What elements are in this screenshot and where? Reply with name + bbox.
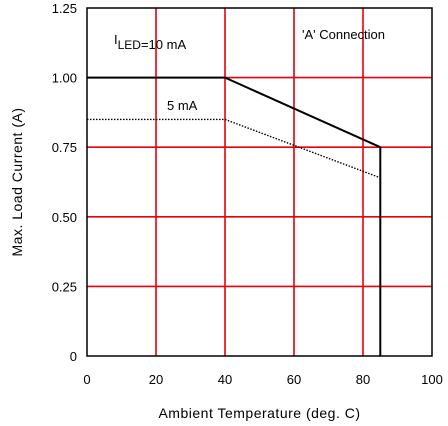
tick-labels: 0 20 40 60 80 100 0 0.25 0.50 0.75 1.00 1.25 [52,1,443,387]
series-5ma-line [87,118,381,179]
plot-frame [86,7,433,357]
series-5ma-label: 5 mA [167,98,198,113]
x-tick-label: 60 [287,372,301,387]
y-tick-label: 0.50 [52,210,77,225]
y-axis-label: Max. Load Current (A) [9,108,25,257]
x-tick-label: 0 [83,372,90,387]
connection-annotation: 'A' Connection [302,27,385,42]
x-tick-label: 100 [421,372,443,387]
x-tick-label: 80 [356,372,370,387]
series-10ma-subscript: LED [118,38,142,52]
series-10ma-prefix: I [114,32,118,47]
series-10ma-line [87,76,382,356]
series-10ma-suffix: =10 mA [141,37,186,52]
x-tick-label: 20 [149,372,163,387]
y-tick-label: 1.25 [52,1,77,16]
grid [87,8,432,356]
x-axis-label: Ambient Temperature (deg. C) [158,405,360,421]
y-tick-label: 0 [70,349,77,364]
x-tick-label: 40 [218,372,232,387]
series-10ma-label: ILED=10 mA [114,32,186,52]
y-tick-label: 0.25 [52,279,77,294]
series-group [87,76,382,356]
y-tick-label: 0.75 [52,140,77,155]
y-tick-label: 1.00 [52,71,77,86]
